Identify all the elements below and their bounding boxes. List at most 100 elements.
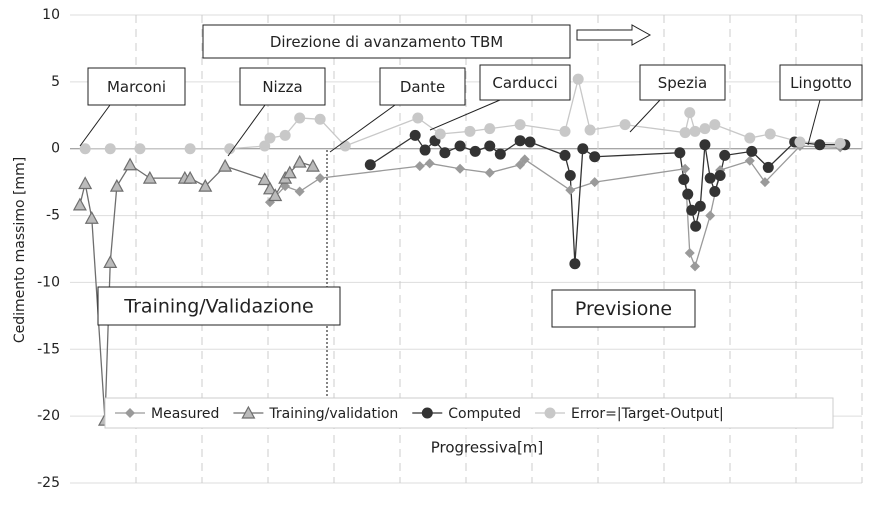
marker bbox=[279, 129, 291, 141]
marker bbox=[262, 181, 277, 195]
annotations: Direzione di avanzamento TBM Marconi Nizza… bbox=[87, 24, 863, 328]
marker bbox=[184, 143, 196, 155]
marker bbox=[494, 148, 506, 160]
marker bbox=[264, 132, 276, 144]
marker bbox=[674, 147, 686, 159]
marker bbox=[409, 129, 421, 141]
y-tick-label: -10 bbox=[37, 274, 60, 290]
annotation: Carducci bbox=[492, 74, 557, 92]
annotation-box bbox=[202, 24, 571, 59]
legend-box bbox=[104, 397, 834, 429]
y-tick-label: -20 bbox=[37, 408, 60, 424]
marker bbox=[421, 407, 433, 419]
marker bbox=[680, 163, 691, 174]
marker bbox=[183, 170, 198, 184]
marker bbox=[104, 143, 116, 155]
marker bbox=[686, 204, 698, 216]
marker bbox=[412, 112, 424, 124]
annotation: Lingotto bbox=[790, 74, 852, 92]
marker bbox=[834, 137, 846, 149]
marker bbox=[224, 143, 236, 155]
annotation-box bbox=[479, 64, 571, 101]
marker bbox=[744, 132, 756, 144]
marker bbox=[314, 113, 326, 125]
y-tick-label: -15 bbox=[37, 341, 60, 357]
marker bbox=[619, 119, 631, 131]
annotation-box bbox=[97, 286, 341, 326]
legend-label: Computed bbox=[448, 406, 521, 422]
marker bbox=[424, 158, 435, 169]
marker bbox=[455, 163, 466, 174]
y-axis-label: Cedimento massimo [mm] bbox=[12, 157, 28, 343]
annotation: Dante bbox=[400, 78, 445, 96]
y-tick-label: -25 bbox=[37, 475, 60, 491]
marker bbox=[142, 170, 157, 184]
annotation-box bbox=[239, 67, 326, 106]
marker bbox=[564, 169, 576, 181]
marker bbox=[699, 123, 711, 135]
y-tick-label: -5 bbox=[46, 208, 60, 224]
x-axis-label: Progressiva[m] bbox=[431, 439, 544, 457]
marker bbox=[439, 147, 451, 159]
annotation: Marconi bbox=[107, 78, 166, 96]
marker bbox=[218, 158, 233, 172]
marker bbox=[134, 143, 146, 155]
marker bbox=[305, 158, 320, 172]
marker bbox=[690, 261, 701, 272]
marker bbox=[514, 119, 526, 131]
marker bbox=[678, 173, 690, 185]
legend-label: Error=|Target-Output| bbox=[571, 406, 724, 422]
marker bbox=[103, 255, 118, 268]
marker bbox=[364, 159, 376, 171]
marker bbox=[434, 128, 446, 140]
marker bbox=[484, 140, 496, 152]
annotation: Direzione di avanzamento TBM bbox=[270, 33, 503, 51]
marker bbox=[72, 197, 87, 211]
marker bbox=[454, 140, 466, 152]
legend-label: Training/validation bbox=[268, 406, 398, 422]
marker bbox=[484, 167, 495, 178]
marker bbox=[78, 176, 93, 190]
marker bbox=[690, 220, 702, 232]
marker bbox=[764, 128, 776, 140]
y-tick-label: 10 bbox=[42, 7, 60, 23]
marker bbox=[559, 125, 571, 137]
marker bbox=[569, 258, 581, 270]
marker bbox=[414, 161, 425, 172]
marker bbox=[268, 188, 283, 202]
marker bbox=[794, 136, 806, 148]
marker bbox=[577, 143, 589, 155]
marker bbox=[746, 145, 758, 157]
marker bbox=[123, 157, 138, 171]
marker bbox=[584, 124, 596, 136]
annotation: Training/Validazione bbox=[123, 296, 313, 318]
marker bbox=[714, 169, 726, 181]
marker bbox=[572, 73, 584, 85]
marker bbox=[699, 139, 711, 151]
series-marks bbox=[72, 73, 851, 426]
marker bbox=[744, 155, 755, 166]
annotation-box bbox=[379, 67, 466, 106]
arrow bbox=[227, 104, 266, 157]
arrow bbox=[629, 99, 661, 133]
marker bbox=[315, 173, 326, 184]
marker bbox=[705, 210, 716, 221]
annotation-box bbox=[87, 67, 186, 106]
marker bbox=[79, 143, 91, 155]
marker bbox=[198, 178, 213, 192]
marker bbox=[524, 136, 536, 148]
marker bbox=[519, 154, 530, 165]
annotation-box bbox=[551, 289, 696, 328]
marker bbox=[84, 210, 99, 224]
marker bbox=[709, 186, 721, 198]
marker bbox=[589, 177, 600, 188]
marker bbox=[109, 178, 124, 192]
marker bbox=[282, 165, 297, 179]
marker bbox=[544, 407, 556, 419]
arrow bbox=[429, 99, 501, 131]
marker bbox=[294, 112, 306, 124]
marker bbox=[514, 135, 526, 147]
marker bbox=[559, 149, 571, 161]
arrow bbox=[79, 104, 111, 147]
marker bbox=[814, 139, 826, 151]
